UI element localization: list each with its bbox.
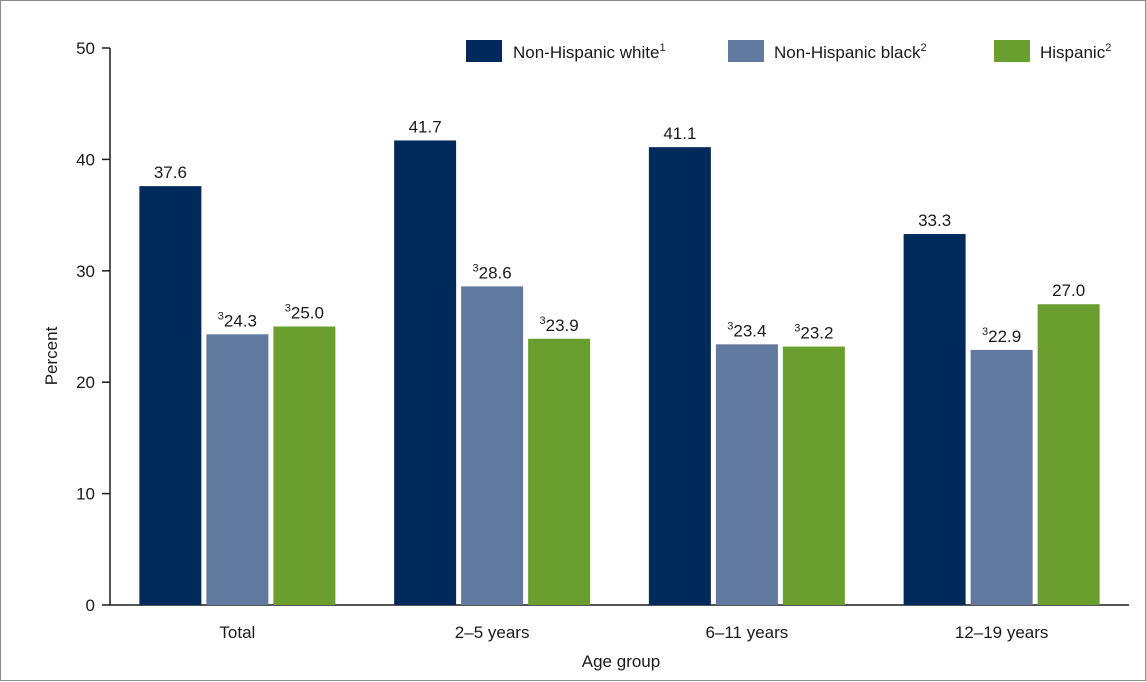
data-label-value: 25.0 — [291, 304, 324, 323]
legend-series-name: Non-Hispanic black — [774, 43, 921, 62]
legend-label: Hispanic2 — [1040, 42, 1111, 62]
x-tick-label: 2–5 years — [455, 623, 530, 642]
data-label-value: 27.0 — [1052, 281, 1085, 300]
legend: Non-Hispanic white1 Non-Hispanic black2 Hi… — [466, 40, 1111, 62]
data-label: 324.3 — [218, 310, 257, 330]
data-label: 41.1 — [663, 124, 696, 143]
data-label-value: 24.3 — [224, 311, 257, 330]
x-axis-title: Age group — [582, 652, 660, 671]
bar — [1037, 304, 1100, 605]
data-label-footnote: 3 — [218, 310, 224, 322]
legend-label: Non-Hispanic black2 — [774, 42, 927, 62]
data-label: 323.2 — [794, 323, 833, 343]
bar — [273, 326, 336, 605]
y-tick-label: 0 — [86, 596, 95, 615]
bar — [461, 286, 524, 605]
legend-swatch — [728, 40, 764, 62]
bars — [139, 140, 1100, 606]
y-tick-label: 30 — [76, 262, 95, 281]
data-label-footnote: 3 — [982, 326, 988, 338]
legend-series-name: Hispanic — [1040, 43, 1106, 62]
bar — [394, 140, 457, 605]
y-tick-label: 40 — [76, 150, 95, 169]
legend-footnote: 2 — [1105, 42, 1111, 54]
legend-series-name: Non-Hispanic white — [513, 43, 659, 62]
x-tick-label: Total — [219, 623, 255, 642]
bar — [782, 346, 845, 605]
data-label-footnote: 3 — [285, 303, 291, 315]
legend-footnote: 1 — [659, 42, 665, 54]
legend-swatch — [466, 40, 502, 62]
y-axis-title: Percent — [42, 326, 61, 385]
y-tick-label: 20 — [76, 373, 95, 392]
bar — [139, 186, 202, 606]
bar — [648, 147, 711, 605]
bar — [715, 344, 778, 605]
bar — [206, 334, 269, 605]
legend-label: Non-Hispanic white1 — [513, 42, 666, 62]
data-label-value: 28.6 — [479, 263, 512, 282]
data-label-footnote: 3 — [727, 320, 733, 332]
data-label: 27.0 — [1052, 281, 1085, 300]
y-axis: 0 10 20 30 40 50 — [76, 39, 111, 615]
y-tick-label: 10 — [76, 485, 95, 504]
data-label-value: 23.4 — [733, 321, 766, 340]
data-label: 323.9 — [540, 315, 579, 335]
data-label-value: 41.1 — [663, 124, 696, 143]
data-label: 37.6 — [154, 163, 187, 182]
y-tick-label: 50 — [76, 39, 95, 58]
legend-footnote: 2 — [920, 42, 926, 54]
legend-swatch — [994, 40, 1030, 62]
data-label: 33.3 — [918, 211, 951, 230]
data-label-value: 37.6 — [154, 163, 187, 182]
bar — [970, 349, 1033, 605]
bar — [903, 234, 966, 605]
data-label-footnote: 3 — [540, 315, 546, 327]
x-axis: Total 2–5 years 6–11 years 12–19 years — [110, 604, 1129, 642]
bar — [528, 338, 591, 605]
data-label-value: 23.2 — [800, 324, 833, 343]
data-label-footnote: 3 — [473, 262, 479, 274]
data-label: 328.6 — [473, 262, 512, 282]
x-tick-label: 12–19 years — [955, 623, 1049, 642]
data-label-value: 22.9 — [988, 327, 1021, 346]
data-label: 322.9 — [982, 326, 1021, 346]
data-label-value: 23.9 — [546, 316, 579, 335]
data-label: 323.4 — [727, 320, 766, 340]
data-label-value: 33.3 — [918, 211, 951, 230]
x-tick-label: 6–11 years — [705, 623, 788, 642]
data-label: 325.0 — [285, 303, 324, 323]
data-label-footnote: 3 — [794, 323, 800, 335]
data-label: 41.7 — [409, 117, 442, 136]
data-label-value: 41.7 — [409, 117, 442, 136]
